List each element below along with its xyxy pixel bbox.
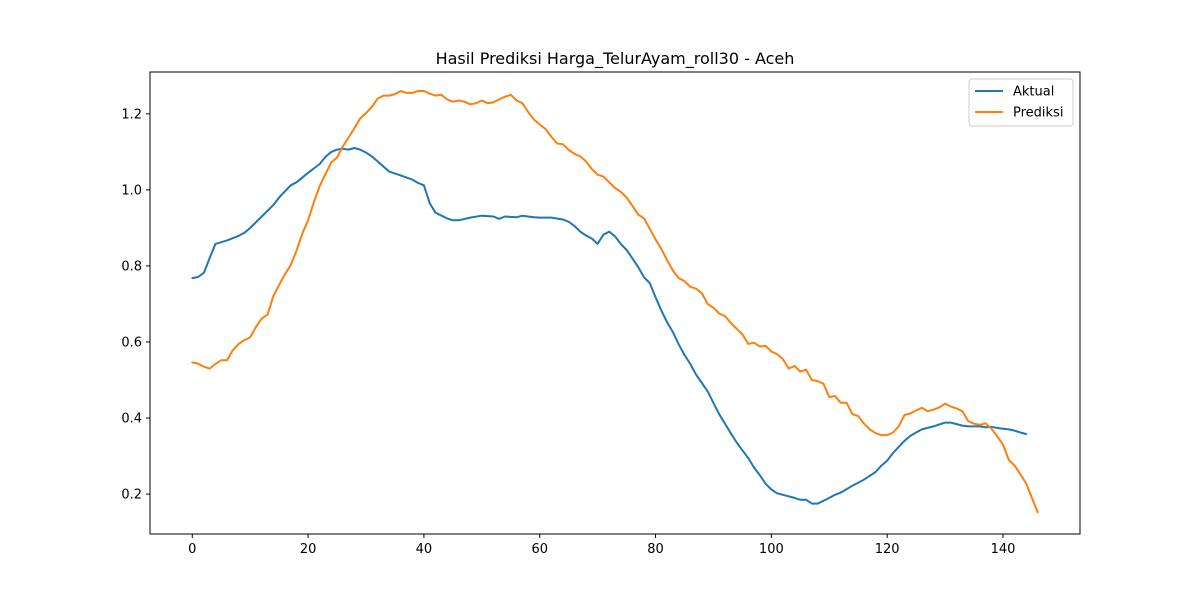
- y-tick-label: 0.2: [121, 488, 142, 503]
- x-tick-label: 60: [531, 542, 548, 557]
- series-line-prediksi: [191, 90, 1039, 514]
- x-tick-label: 40: [416, 542, 433, 557]
- x-axis: 0 20 40 60 80 100 120 140: [188, 534, 1015, 557]
- legend-label-aktual: Aktual: [1013, 85, 1054, 100]
- series-layer: [191, 90, 1039, 514]
- y-tick-label: 0.8: [121, 259, 142, 274]
- y-tick-label: 0.6: [121, 335, 142, 350]
- x-tick-label: 120: [875, 542, 900, 557]
- chart-title: Hasil Prediksi Harga_TelurAyam_roll30 - …: [436, 49, 795, 69]
- x-tick-label: 100: [759, 542, 784, 557]
- x-tick-label: 0: [188, 542, 196, 557]
- plot-frame: [149, 71, 1081, 535]
- y-axis: 0.2 0.4 0.6 0.8 1.0 1.2: [121, 107, 150, 503]
- legend: Aktual Prediksi: [968, 78, 1074, 127]
- y-tick-label: 1.2: [121, 107, 142, 122]
- series-line-aktual: [191, 147, 1028, 505]
- x-tick-label: 20: [300, 542, 317, 557]
- y-tick-label: 0.4: [121, 412, 142, 427]
- x-tick-label: 80: [647, 542, 664, 557]
- legend-label-prediksi: Prediksi: [1013, 106, 1063, 121]
- y-tick-label: 1.0: [121, 183, 142, 198]
- x-tick-label: 140: [991, 542, 1016, 557]
